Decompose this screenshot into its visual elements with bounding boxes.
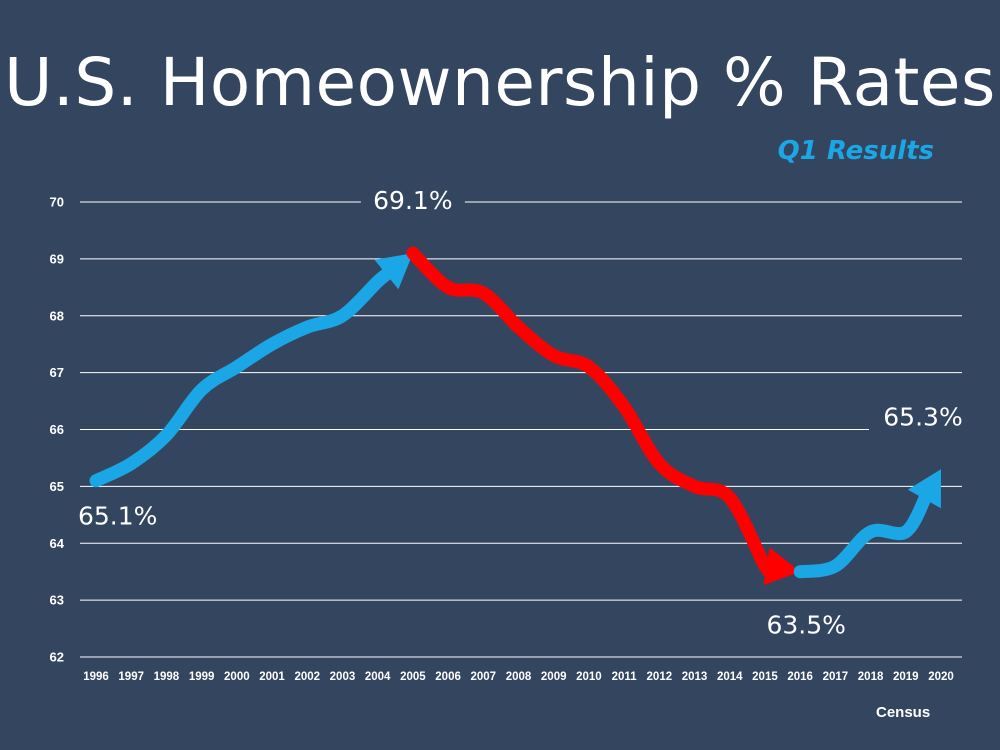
x-tick-label: 1997 (118, 671, 144, 683)
x-tick-label: 1999 (189, 671, 215, 683)
x-tick-label: 2008 (506, 671, 532, 683)
x-tick-label: 2017 (823, 671, 849, 683)
data-label-2005: 69.1% (373, 186, 452, 215)
x-tick-label: 2010 (576, 671, 602, 683)
x-tick-label: 2015 (752, 671, 778, 683)
x-tick-label: 2001 (259, 671, 285, 683)
x-tick-label: 2016 (787, 671, 813, 683)
y-tick-label: 68 (50, 308, 64, 323)
x-tick-label: 2018 (858, 671, 884, 683)
annotation-bg (360, 183, 465, 220)
y-tick-label: 65 (50, 479, 64, 494)
chart-title: U.S. Homeownership % Rates (4, 44, 996, 121)
annotation-bg (869, 399, 977, 436)
y-tick-label: 70 (50, 195, 64, 210)
series-segment-up (89, 265, 397, 488)
x-tick-label: 2014 (717, 671, 743, 683)
annotation-bg (66, 498, 166, 535)
annotation-bg (754, 607, 859, 644)
x-tick-label: 2011 (612, 671, 638, 683)
arrowhead-up (907, 469, 941, 509)
y-tick-label: 66 (50, 422, 64, 437)
y-tick-label: 69 (50, 251, 64, 266)
x-tick-label: 1996 (83, 671, 109, 683)
y-tick-label: 64 (50, 536, 65, 551)
x-tick-label: 2009 (541, 671, 567, 683)
y-axis-ticks: 62 63 64 65 66 67 68 69 70 (50, 195, 65, 665)
x-tick-label: 2019 (893, 671, 919, 683)
x-tick-label: 2006 (435, 671, 461, 683)
gridlines (80, 201, 962, 658)
data-series (89, 246, 941, 585)
x-tick-label: 2013 (682, 671, 708, 683)
series-segment-down (406, 246, 778, 578)
x-tick-label: 2003 (330, 671, 356, 683)
x-tick-label: 1998 (154, 671, 180, 683)
data-label-2020: 65.3% (883, 402, 962, 431)
x-tick-label: 2000 (224, 671, 250, 683)
y-tick-label: 67 (50, 365, 64, 380)
x-axis-ticks: 1996 1997 1998 1999 2000 2001 2002 2003 2004 2005… (83, 671, 954, 683)
source-label: Census (876, 704, 931, 721)
y-tick-label: 62 (50, 650, 64, 665)
arrowhead-up (374, 253, 413, 290)
x-tick-label: 2012 (647, 671, 673, 683)
data-label-1996: 65.1% (78, 502, 157, 531)
x-tick-label: 2007 (470, 671, 496, 683)
y-tick-label: 63 (50, 593, 64, 608)
x-tick-label: 2005 (400, 671, 426, 683)
chart-subtitle: Q1 Results (777, 136, 934, 166)
arrowhead-down (763, 547, 801, 585)
series-segment-up (793, 488, 933, 579)
x-tick-label: 2020 (928, 671, 954, 683)
data-annotations: 65.1% 69.1% 63.5% 65.3% (66, 183, 977, 644)
data-label-2016: 63.5% (766, 611, 845, 640)
x-tick-label: 2004 (365, 671, 391, 683)
x-tick-label: 2002 (294, 671, 320, 683)
